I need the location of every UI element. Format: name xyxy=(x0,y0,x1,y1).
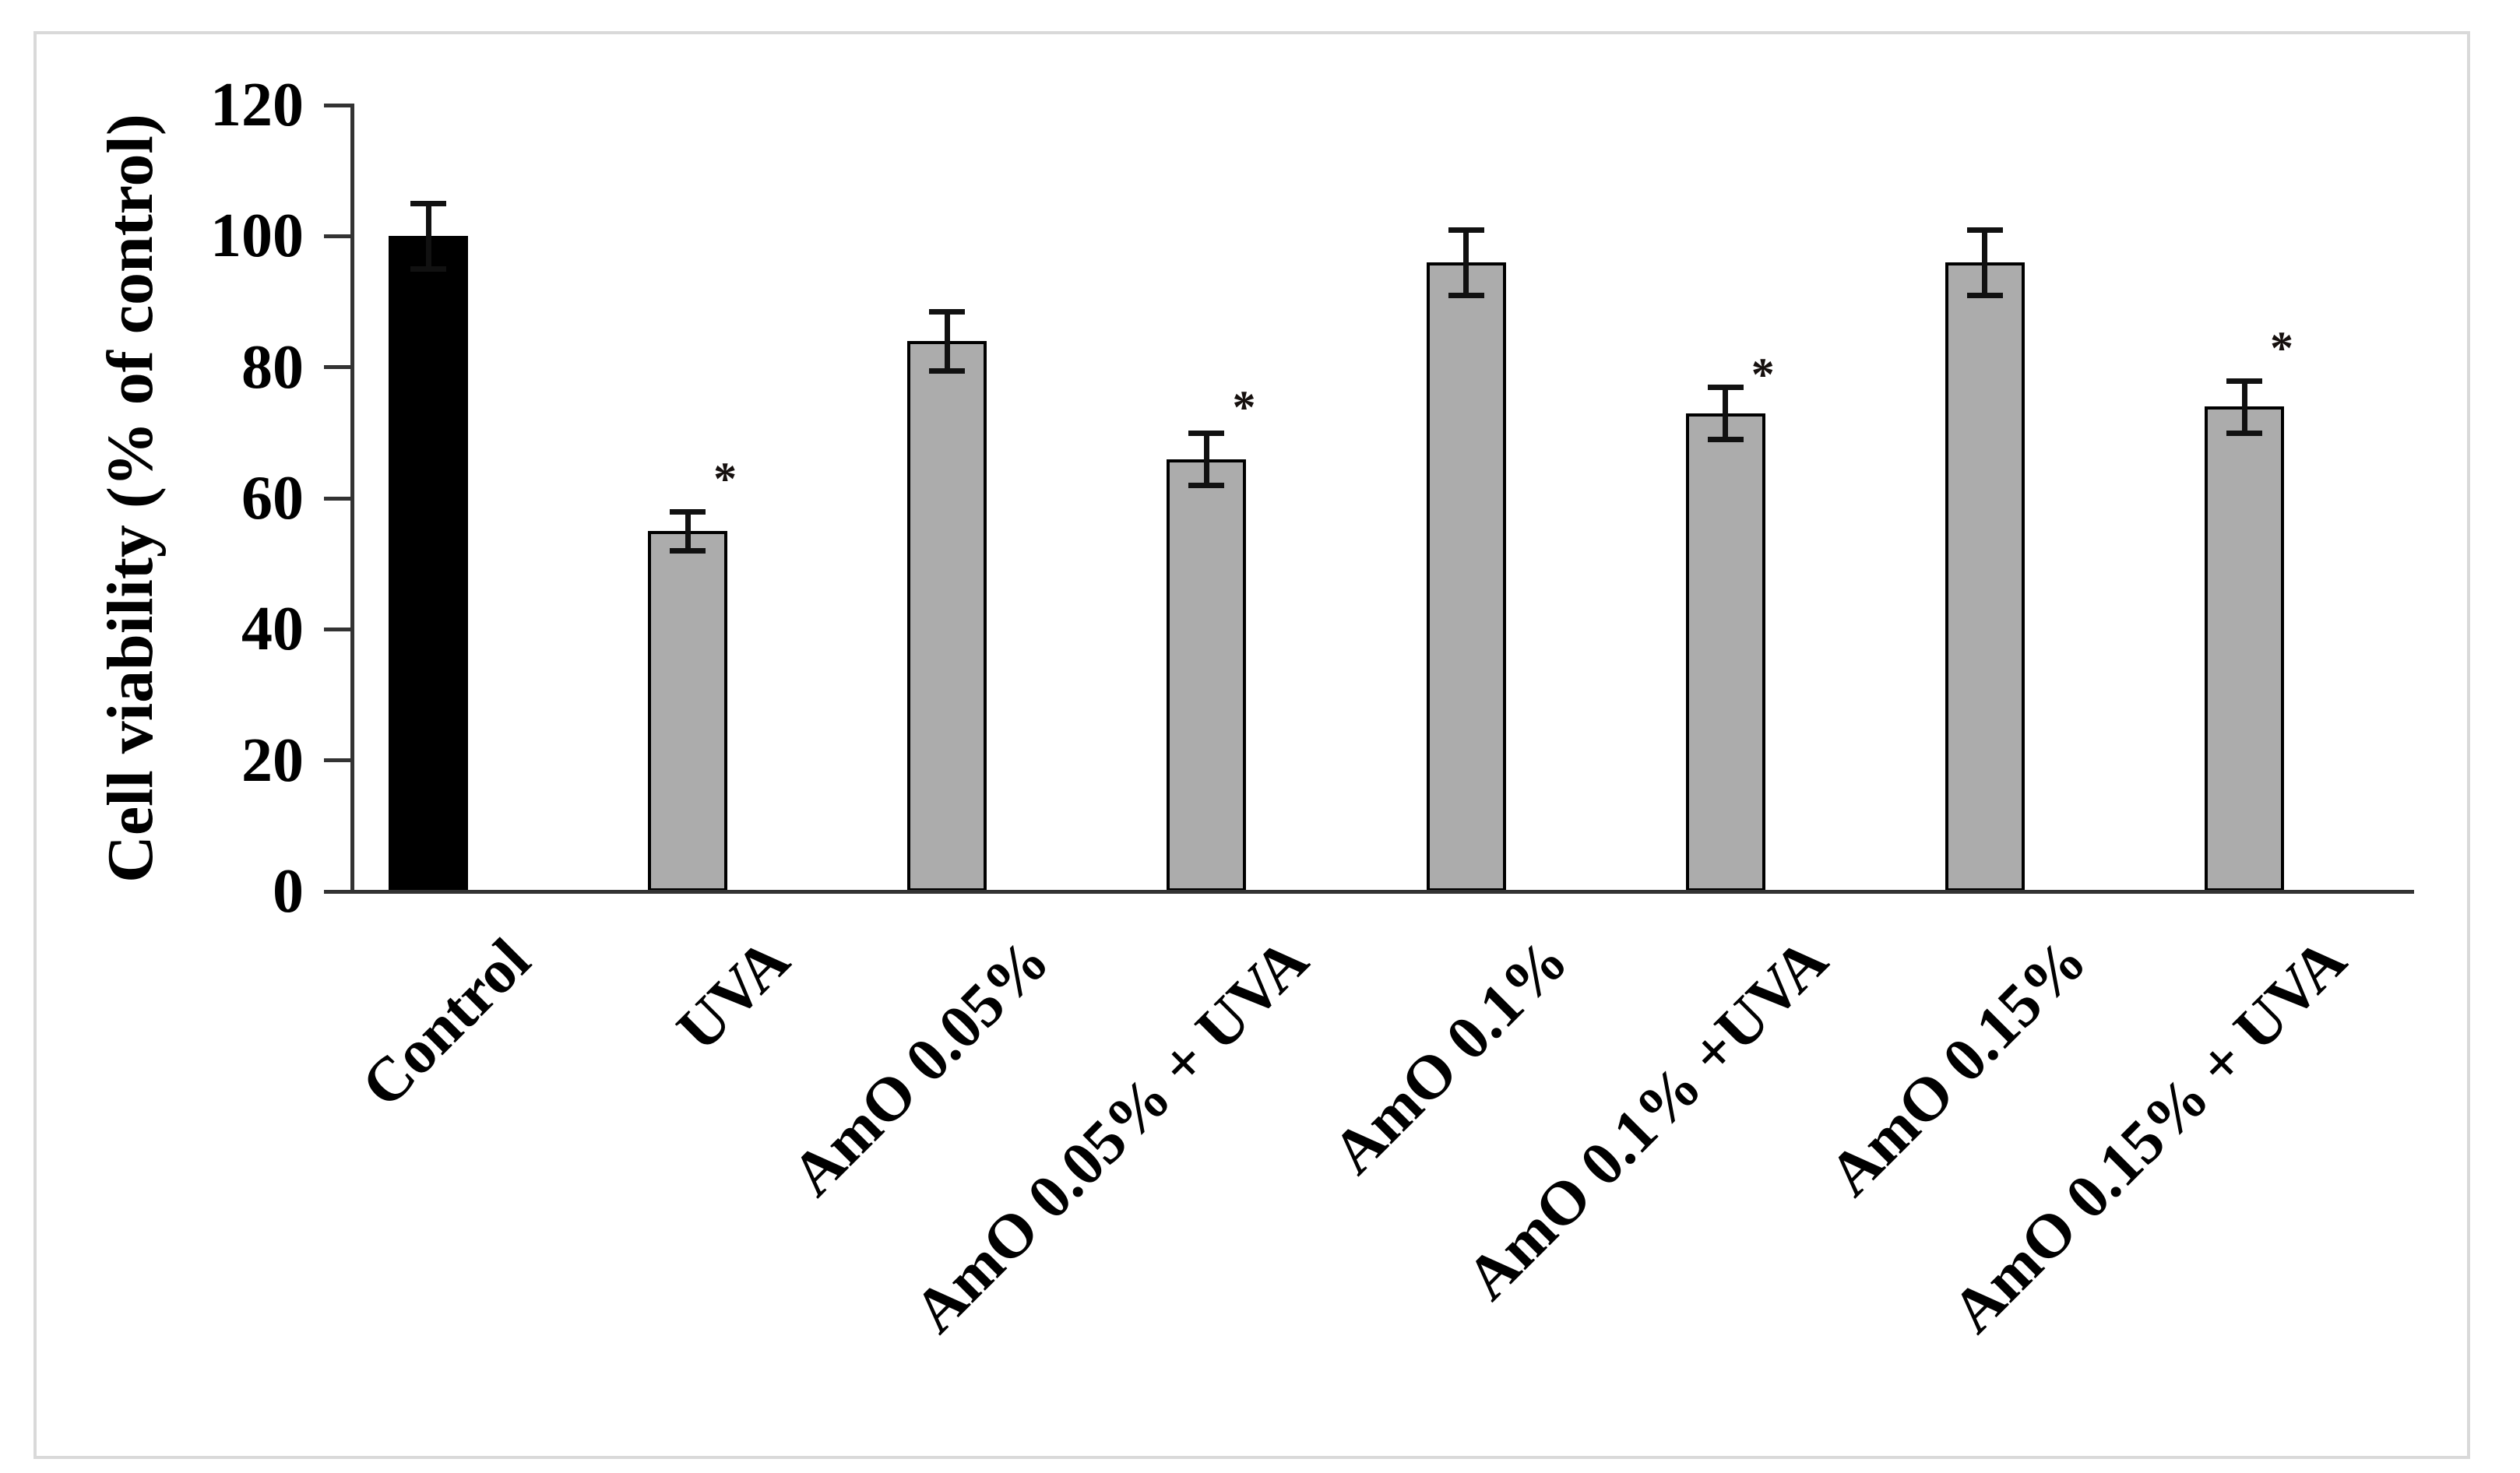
error-bar-line-amo-0-1-uva xyxy=(1723,386,1729,440)
bar-amo-0-05 xyxy=(907,341,987,891)
y-tick-label-0: 0 xyxy=(273,857,304,926)
error-bar-top-cap-amo-0-05 xyxy=(929,309,966,315)
x-label-amo-0-05: AmO 0.05% xyxy=(778,926,1062,1210)
bar-amo-0-1-uva xyxy=(1685,413,1765,891)
y-tick-100 xyxy=(324,234,350,238)
y-tick-20 xyxy=(324,758,350,763)
error-bar-bottom-cap-amo-0-1 xyxy=(1448,293,1484,299)
error-bar-top-cap-control xyxy=(410,201,446,207)
x-label-uva: UVA xyxy=(664,926,803,1064)
bar-uva xyxy=(648,531,728,891)
error-bar-line-amo-0-05-uva xyxy=(1203,432,1209,486)
error-bar-bottom-cap-uva xyxy=(670,548,706,554)
y-tick-120 xyxy=(324,103,350,107)
error-bar-line-amo-0-1 xyxy=(1463,229,1469,296)
x-axis-line xyxy=(350,890,2414,894)
y-tick-label-40: 40 xyxy=(241,595,304,664)
y-tick-label-80: 80 xyxy=(241,332,304,402)
error-bar-line-amo-0-15-uva xyxy=(2241,380,2247,433)
error-bar-bottom-cap-amo-0-05-uva xyxy=(1188,483,1225,489)
bar-amo-0-15 xyxy=(1945,262,2025,891)
error-bar-line-uva xyxy=(685,511,691,551)
x-label-amo-0-15: AmO 0.15% xyxy=(1816,926,2100,1210)
y-tick-60 xyxy=(324,496,350,501)
significance-asterisk-amo-0-15-uva: * xyxy=(2270,322,2294,374)
significance-asterisk-amo-0-1-uva: * xyxy=(1751,348,1775,400)
x-label-amo-0-1: AmO 0.1% xyxy=(1319,926,1582,1187)
significance-asterisk-uva: * xyxy=(713,453,737,505)
bar-amo-0-05-uva xyxy=(1167,459,1247,891)
error-bar-bottom-cap-amo-0-15 xyxy=(1966,293,2003,299)
error-bar-top-cap-uva xyxy=(670,508,706,515)
error-bar-top-cap-amo-0-1-uva xyxy=(1707,384,1744,390)
error-bar-top-cap-amo-0-15-uva xyxy=(2226,378,2263,384)
bar-amo-0-15-uva xyxy=(2205,406,2285,891)
error-bar-bottom-cap-amo-0-1-uva xyxy=(1707,437,1744,443)
error-bar-bottom-cap-amo-0-15-uva xyxy=(2226,430,2263,436)
y-tick-label-60: 60 xyxy=(241,464,304,533)
y-tick-label-100: 100 xyxy=(210,202,304,271)
y-axis-line xyxy=(350,104,354,893)
y-tick-40 xyxy=(324,627,350,631)
x-label-control: Control xyxy=(348,926,544,1120)
error-bar-bottom-cap-amo-0-05 xyxy=(929,367,966,374)
y-tick-label-20: 20 xyxy=(241,726,304,795)
bar-control xyxy=(389,236,468,891)
y-tick-0 xyxy=(324,889,350,894)
bar-amo-0-1 xyxy=(1426,262,1506,891)
error-bar-line-amo-0-15 xyxy=(1982,229,1988,296)
y-tick-80 xyxy=(324,365,350,370)
y-tick-label-120: 120 xyxy=(210,71,304,139)
error-bar-top-cap-amo-0-1 xyxy=(1448,227,1484,233)
significance-asterisk-amo-0-05-uva: * xyxy=(1232,381,1256,433)
error-bar-line-control xyxy=(425,203,431,269)
error-bar-top-cap-amo-0-05-uva xyxy=(1188,430,1225,436)
error-bar-top-cap-amo-0-15 xyxy=(1966,227,2003,233)
error-bar-line-amo-0-05 xyxy=(944,311,950,371)
error-bar-bottom-cap-control xyxy=(410,266,446,272)
